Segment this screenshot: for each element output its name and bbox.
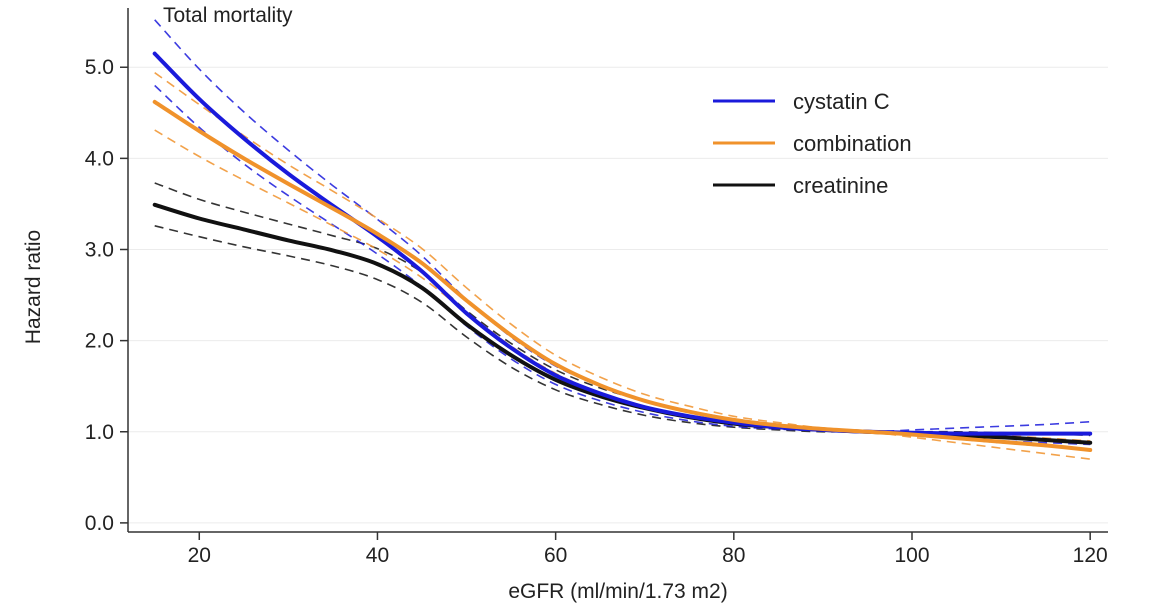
series-combination-line (152, 99, 1093, 452)
legend: cystatin C combination creatinine (713, 89, 912, 198)
x-tick-label: 20 (188, 544, 211, 567)
series-combination-ci-upper (154, 72, 1091, 442)
y-tick-label: 3.0 (85, 238, 114, 261)
y-tick-label: 5.0 (85, 56, 114, 79)
x-axis-title: eGFR (ml/min/1.73 m2) (508, 580, 727, 603)
y-axis-title: Hazard ratio (22, 230, 45, 344)
y-tick-label: 4.0 (85, 147, 114, 170)
series-lines (152, 19, 1093, 460)
tick-marks: 0.0 1.0 2.0 3.0 4.0 5.0 20 40 60 80 100 120 (85, 56, 1108, 567)
y-tick-label: 0.0 (85, 512, 114, 535)
legend-label-creatinine: creatinine (793, 173, 888, 198)
x-tick-label: 80 (722, 544, 745, 567)
y-tick-label: 2.0 (85, 330, 114, 353)
y-tick-label: 1.0 (85, 421, 114, 444)
axes (127, 8, 1108, 533)
legend-label-combination: combination (793, 131, 912, 156)
x-tick-label: 60 (544, 544, 567, 567)
chart-title: Total mortality (163, 4, 293, 27)
series-cystatin-c-line (152, 51, 1093, 436)
grid-lines (128, 66, 1108, 524)
x-tick-label: 100 (894, 544, 929, 567)
legend-label-cystatin-c: cystatin C (793, 89, 890, 114)
x-tick-label: 40 (366, 544, 389, 567)
x-tick-label: 120 (1073, 544, 1108, 567)
